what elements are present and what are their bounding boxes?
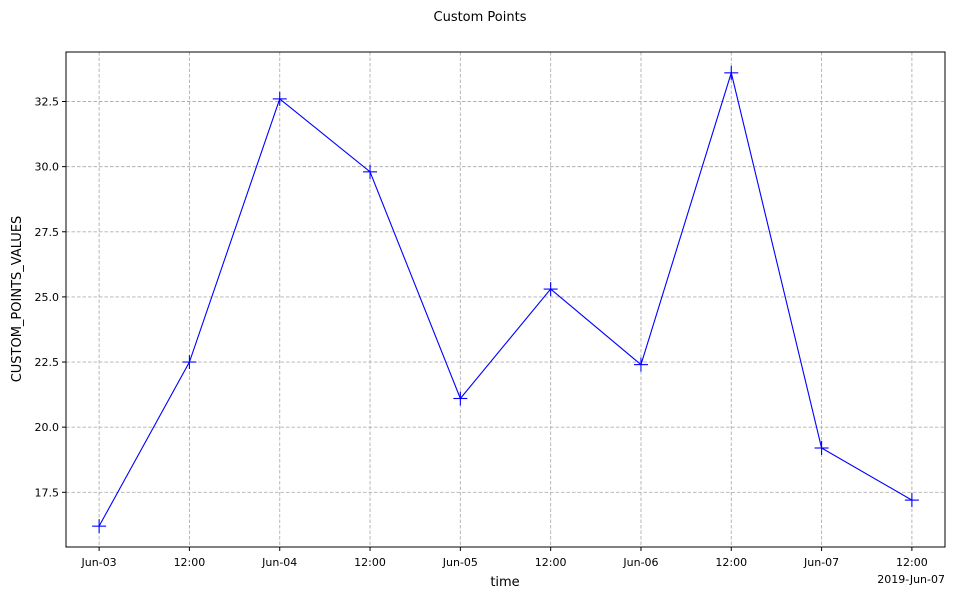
x-tick-label: 12:00 (896, 556, 928, 569)
data-point-marker (814, 441, 829, 455)
series-line (98, 70, 913, 527)
data-point-marker (272, 91, 287, 106)
y-axis-ticks: 17.5 20.0 22.5 25.0 27.5 30.0 32.5 (35, 96, 66, 499)
y-tick-label: 30.0 (35, 161, 60, 174)
y-tick-label: 22.5 (35, 356, 60, 369)
x-tick-label: Jun-07 (803, 556, 839, 569)
x-axis-ticks: Jun-03 12:00 Jun-04 12:00 Jun-05 12:00 Jun-06 1… (81, 547, 928, 569)
x-tick-label: Jun-03 (81, 556, 117, 569)
y-tick-label: 27.5 (35, 226, 60, 239)
data-point-marker (633, 357, 648, 372)
x-axis-offset-label: 2019-Jun-07 (877, 573, 945, 586)
data-point-marker (904, 493, 919, 508)
y-tick-label: 32.5 (35, 96, 60, 109)
data-point-marker (92, 519, 107, 534)
data-point-marker (182, 355, 197, 370)
data-point-marker (453, 391, 468, 406)
x-tick-label: Jun-06 (622, 556, 658, 569)
y-tick-label: 25.0 (35, 291, 60, 304)
x-tick-label: 12:00 (354, 556, 386, 569)
x-tick-label: Jun-05 (442, 556, 478, 569)
chart-title: Custom Points (434, 10, 527, 25)
grid-lines (66, 52, 945, 547)
x-tick-label: 12:00 (715, 556, 747, 569)
y-tick-label: 20.0 (35, 421, 60, 434)
x-tick-label: 12:00 (174, 556, 206, 569)
y-tick-label: 17.5 (35, 486, 60, 499)
data-point-marker (724, 65, 739, 80)
data-point-marker (543, 282, 558, 297)
data-point-marker (363, 164, 378, 179)
plot-area-frame (65, 51, 946, 548)
x-tick-label: 12:00 (535, 556, 567, 569)
x-tick-label: Jun-04 (261, 556, 297, 569)
x-axis-label: time (490, 575, 519, 590)
y-axis-label: CUSTOM_POINTS_VALUES (10, 216, 25, 383)
series-layer (92, 65, 919, 534)
